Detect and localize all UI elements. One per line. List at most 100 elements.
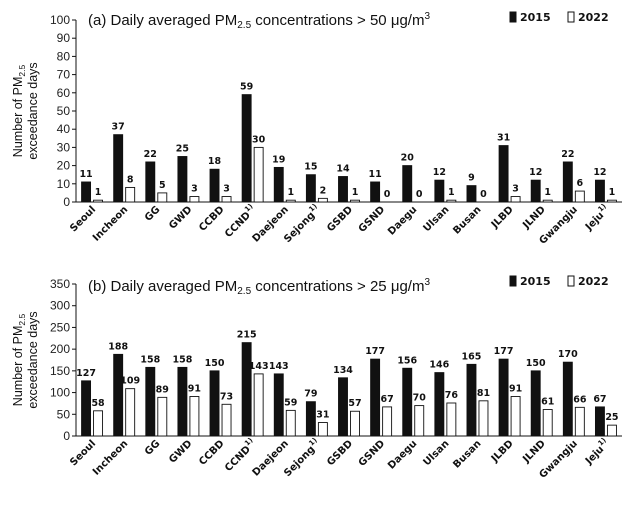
chartb-value-label-2015-16: 67 [593,394,606,405]
chartb-bar-2022-5 [253,373,264,437]
charta-category-label-2: GG [143,204,162,223]
charta-category-12: Busan [451,204,483,236]
charta-category-text-12: Busan [451,204,483,236]
charta-bar-2022-5 [253,146,264,203]
chartb-bar-2022-9 [382,406,393,437]
chartb-category-label-2: GG [143,438,162,457]
charta-bar-2015-6 [273,166,284,203]
chartb-value-label-2022-5: 143 [249,361,269,372]
chartb-bar-2022-14 [542,409,553,437]
charta-bar-2015-10 [402,165,413,203]
charta-category-label-0: Seoul [68,204,98,234]
chartb-value-label-2022-8: 57 [348,398,361,409]
charta-ytick-label-2: 20 [57,159,71,173]
charta-value-label-2015-8: 14 [336,164,350,175]
charta-value-label-2015-10: 20 [401,153,415,164]
chartb-legend-swatch-1 [567,275,575,287]
chartb-title: (b) Daily averaged PM2.5 concentrations … [88,277,430,297]
charta-ytick-label-8: 80 [57,49,71,63]
chartb-category-text-14: JLND [520,438,547,465]
chartb-value-label-2015-6: 143 [269,361,289,372]
charta-value-label-2022-9: 0 [384,189,391,200]
charta-title-sub: 2.5 [237,20,251,31]
charta-ytick-label-7: 70 [57,68,71,82]
chartb-bar-2015-13 [498,358,509,437]
chartb-bar-2015-6 [273,373,284,437]
charta-ylabel: Number of PM2.5 exceedance days [11,62,40,159]
charta-bar-2015-0 [81,181,92,203]
chart-panel-a: (a) Daily averaged PM2.5 concentrations … [0,0,631,250]
charta-bar-2022-7 [317,197,328,203]
chartb-category-text-16: Jeju [583,444,606,467]
chartb-bar-2015-4 [209,370,220,437]
chartb-bar-2015-5 [241,342,252,437]
charta-ylabel-line2: exceedance days [26,62,40,159]
charta-legend-label-1: 2022 [578,11,609,24]
charta-category-text-5: CCND [223,210,253,240]
charta-value-label-2015-14: 12 [529,167,542,178]
chartb-bar-2015-14 [530,370,541,437]
chartb-bar-2022-13 [510,396,521,437]
chart-panel-b: (b) Daily averaged PM2.5 concentrations … [0,262,631,513]
chartb-category-10: Daegu [386,438,419,471]
chartb-value-label-2015-14: 150 [526,358,546,369]
chartb-category-9: GSND [357,438,387,468]
charta-value-label-2022-3: 3 [191,184,198,195]
chartb-category-label-8: GSBD [325,438,355,468]
chartb-ytick-label-4: 200 [50,342,70,356]
charta-ytick-label-0: 0 [63,195,70,209]
charta-bar-2015-5 [241,94,252,203]
charta-bar-2015-16 [594,179,605,203]
charta-bar-2015-4 [209,168,220,203]
chartb-bar-2022-2 [157,396,168,437]
chartb-value-label-2015-3: 158 [172,354,192,365]
chartb-category-text-2: GG [143,438,162,457]
chartb-category-text-1: Incheon [91,438,130,477]
chartb-category-4: CCBD [197,438,226,467]
chartb-legend: 2015 2022 [509,275,609,288]
charta-legend: 2015 2022 [509,11,609,24]
chartb-ytick-label-3: 150 [50,364,70,378]
chartb-value-label-2015-12: 165 [462,351,482,362]
charta-value-label-2015-12: 9 [468,173,475,184]
charta-category-label-9: GSND [357,204,387,234]
charta-bar-2022-11 [446,199,457,203]
chartb-category-13: JLBD [489,438,516,465]
charta-bar-2015-8 [338,176,348,203]
chartb-value-label-2022-3: 91 [188,383,201,394]
charta-value-label-2022-14: 1 [544,187,551,198]
charta-value-label-2022-0: 1 [95,187,102,198]
charta-category-label-3: GWD [167,204,194,231]
chartb-value-label-2015-11: 146 [429,360,449,371]
charta-value-label-2022-12: 0 [480,189,487,200]
charta-ytick-label-5: 50 [57,104,71,118]
chartb-category-text-13: JLBD [489,438,516,465]
charta-bar-2015-12 [466,185,477,203]
charta-category-16: Jeju1) [583,202,608,233]
chartb-bar-2015-8 [338,377,348,437]
charta-category-0: Seoul [68,204,98,234]
chartb-ylabel-line2: exceedance days [26,311,40,408]
chartb-value-label-2022-11: 76 [445,390,459,401]
charta-title-sup: 3 [424,11,430,22]
chartb-bar-2022-16 [606,424,617,437]
charta-value-label-2022-13: 3 [512,184,519,195]
chartb-category-8: GSBD [325,438,355,468]
charta-category-label-1: Incheon [91,204,130,243]
charta-value-label-2022-5: 30 [252,134,266,145]
chartb-title-sub: 2.5 [237,286,251,297]
charta-category-text-0: Seoul [68,204,98,234]
chartb-value-label-2015-7: 79 [304,389,317,400]
chartb-value-label-2022-4: 73 [220,391,233,402]
charta-category-label-11: Ulsan [422,204,452,234]
charta-ylabel-main: Number of PM [11,77,25,158]
chartb-category-11: Ulsan [422,438,452,468]
charta-value-label-2022-11: 1 [448,187,455,198]
chartb-category-12: Busan [451,438,483,470]
charta-value-label-2015-3: 25 [176,144,189,155]
charta-ytick-label-3: 30 [57,140,71,154]
charta-value-label-2022-16: 1 [609,187,616,198]
chartb-bar-2022-11 [446,402,457,437]
chartb-category-1: Incheon [91,438,130,477]
chartb-bar-2015-1 [113,353,124,437]
